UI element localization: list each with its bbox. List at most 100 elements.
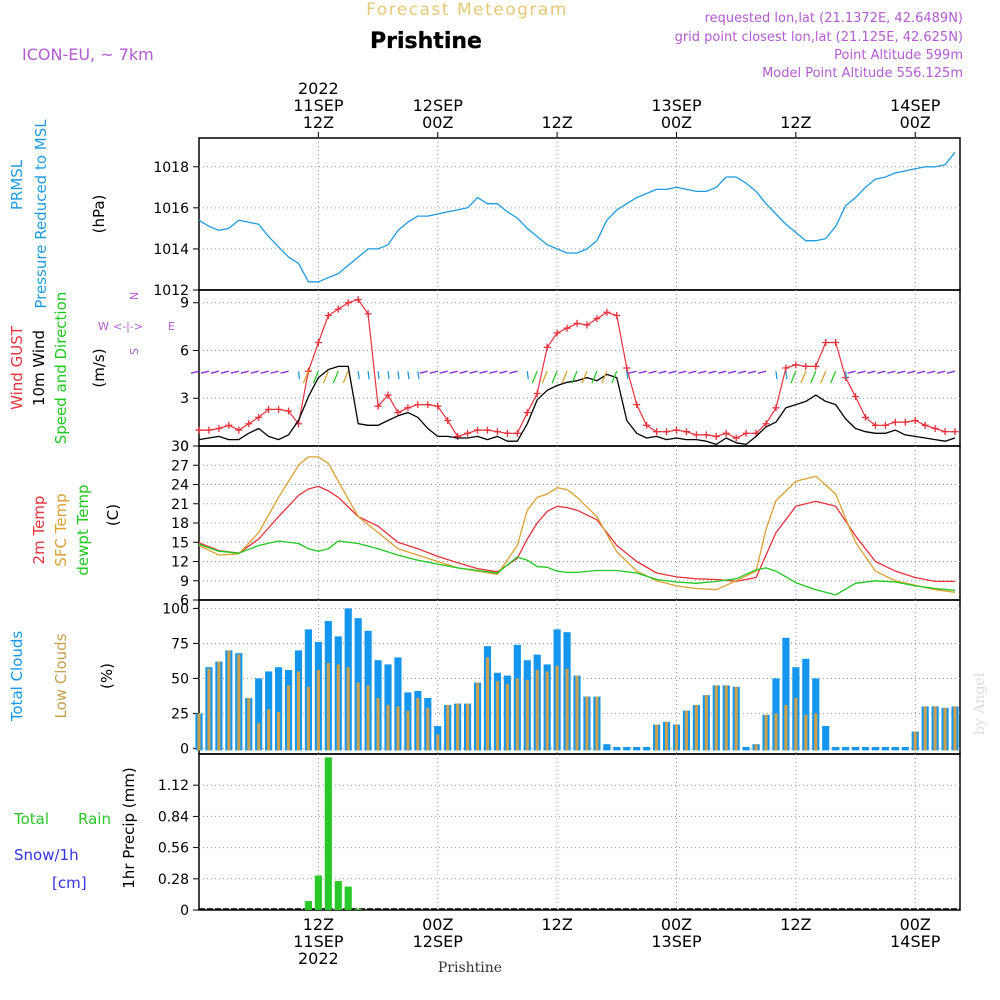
gust-marker [583, 321, 591, 329]
gust-marker [523, 409, 531, 417]
wind-direction-arrow [688, 370, 697, 374]
total-cloud-bar [643, 747, 651, 751]
gust-marker [225, 421, 233, 429]
total-cloud-bar [603, 744, 611, 751]
gust-marker [881, 421, 889, 429]
top-time-label: 00Z [900, 113, 931, 132]
low-cloud-bar [316, 670, 320, 751]
bottom-time-label: 13SEP [651, 932, 702, 951]
wind-direction-arrow [280, 370, 289, 374]
low-cloud-bar [565, 668, 569, 751]
gust-marker [364, 310, 372, 318]
low-cloud-bar [475, 682, 480, 751]
pressure-line [198, 151, 956, 283]
y-tick-label: 1018 [153, 160, 189, 176]
low-cloud-bar [535, 670, 539, 751]
low-cloud-bar [406, 710, 410, 751]
low-cloud-bar [764, 714, 768, 751]
low-cloud-bar [933, 706, 937, 751]
pressure-label-2: Pressure Reduced to MSL [32, 119, 50, 309]
precip-rain-label: Rain [78, 810, 111, 828]
sfc-temp-line [198, 456, 956, 593]
y-tick-label: 75 [171, 636, 189, 652]
wind-direction-arrow [531, 370, 538, 384]
y-tick-label: 0.56 [158, 841, 189, 857]
sfc-temp-label: SFC Temp [52, 493, 70, 566]
gust-marker [871, 421, 879, 429]
wind-direction-arrow [429, 370, 438, 374]
bottom-time-label: 11SEP [293, 932, 344, 951]
grid-point-coords: grid point closest lon,lat (21.125E, 42.… [675, 30, 963, 45]
rain-bar [334, 881, 342, 910]
gust-marker [603, 308, 611, 316]
gust-marker [454, 432, 462, 440]
total-cloud-bar [633, 747, 641, 751]
low-cloud-bar [436, 734, 440, 751]
y-tick-label: 0 [180, 439, 189, 455]
gust-marker [314, 339, 322, 347]
gust-marker [941, 428, 949, 436]
low-cloud-bar [784, 705, 788, 751]
wind-direction-arrow [322, 370, 329, 384]
low-cloud-bar [684, 710, 689, 751]
gust-marker [653, 428, 661, 436]
precip-axis-label: 1hr Precip (mm) [120, 767, 138, 888]
low-cloud-bar [804, 714, 808, 751]
gust-marker [772, 404, 780, 412]
gust-marker [563, 324, 571, 332]
total-clouds-label: Total Clouds [8, 631, 26, 723]
wind-direction-arrow [397, 371, 400, 380]
wind-direction-arrow [417, 371, 420, 380]
gust-marker [682, 428, 690, 436]
low-cloud-bar [227, 650, 231, 751]
low-cloud-bar [943, 707, 947, 751]
gust-marker [334, 305, 342, 313]
total-cloud-bar [891, 747, 899, 751]
wind-direction-arrow [698, 370, 707, 374]
gust-marker [613, 311, 621, 319]
precip-frame [198, 753, 961, 911]
chart-title: Forecast Meteogram [366, 0, 568, 20]
low-cloud-bar [555, 665, 559, 751]
point-altitude: Point Altitude 599m [834, 48, 963, 63]
gust-marker [931, 424, 939, 432]
precip-total-label: Total [13, 810, 49, 828]
requested-coords: requested lon,lat (21.1372E, 42.6489N) [705, 11, 963, 26]
y-tick-label: 100 [162, 601, 189, 617]
wind-10m-label: 10m Wind [30, 330, 48, 406]
wind-direction-arrow [297, 371, 301, 380]
wind-direction-arrow [541, 370, 548, 384]
gust-marker [722, 429, 730, 437]
wind-direction-arrow [230, 370, 239, 374]
low-cloud-bar [366, 685, 370, 751]
low-cloud-bar [446, 705, 450, 751]
gust-marker [672, 426, 680, 434]
wind-direction-arrow [800, 370, 807, 384]
wind-direction-arrow [387, 371, 390, 380]
clouds-panel: 0 25 50 75 100 [162, 601, 960, 757]
low-cloud-bar [724, 685, 728, 751]
wind-frame [198, 289, 961, 447]
y-axis-labels: PRMSL Pressure Reduced to MSL (hPa) Wind GU… [8, 119, 138, 892]
low-cloud-bar [923, 706, 927, 751]
wind-direction-arrow [489, 370, 498, 374]
clouds-unit: (%) [98, 663, 116, 689]
wind-direction-arrow [757, 370, 767, 374]
low-clouds-label: Low Clouds [52, 633, 70, 718]
bottom-time-label: 00Z [422, 915, 453, 934]
wind-direction-arrow [581, 370, 588, 384]
rain-bar [324, 757, 332, 910]
wind-direction-arrow [844, 371, 848, 380]
temp-unit: (C) [104, 504, 122, 526]
y-tick-label: 0.84 [158, 809, 189, 825]
wind-direction-arrow [790, 370, 797, 384]
total-cloud-bar [742, 747, 750, 751]
low-cloud-bar [505, 684, 509, 751]
low-cloud-bar [466, 703, 470, 751]
low-cloud-bar [585, 696, 589, 751]
low-cloud-bar [247, 698, 251, 751]
wind-direction-arrow [571, 370, 578, 384]
gust-marker [215, 424, 223, 432]
low-cloud-bar [774, 713, 778, 751]
